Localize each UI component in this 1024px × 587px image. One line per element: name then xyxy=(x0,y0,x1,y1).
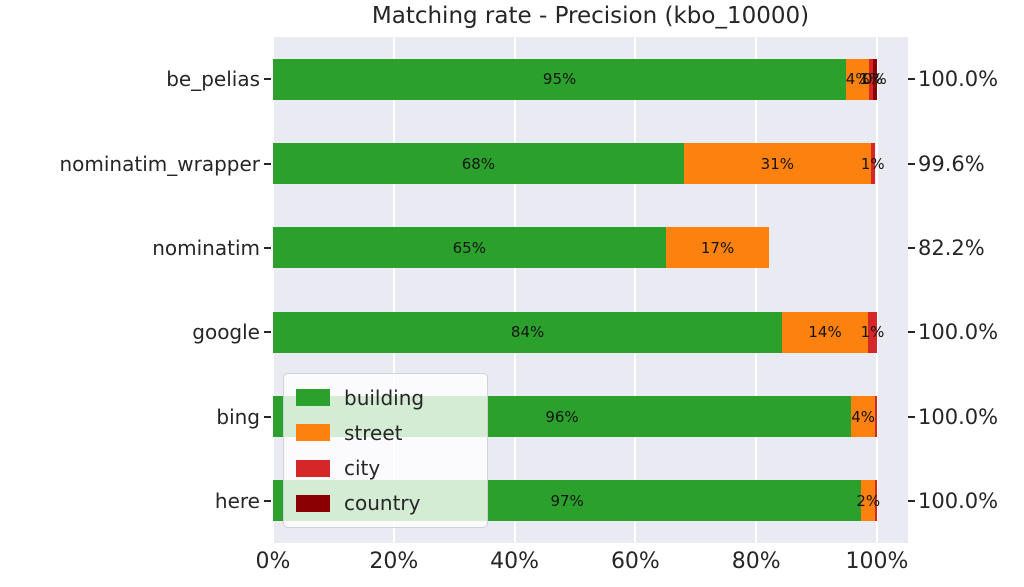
y-tick-label-nominatim_wrapper: nominatim_wrapper xyxy=(59,151,260,176)
legend-label-street: street xyxy=(344,420,403,445)
bar-segment-label-building: 84% xyxy=(510,323,545,342)
x-tick-label-40%: 40% xyxy=(490,549,540,574)
bar-row-nominatim xyxy=(273,227,770,269)
legend-entry-building: building xyxy=(296,386,475,410)
total-label-be_pelias: 100.0% xyxy=(918,67,999,92)
bar-segment-label-street: 14% xyxy=(808,323,842,342)
legend-entry-city: city xyxy=(296,456,475,480)
bar-segment-label-city: 1% xyxy=(859,70,883,89)
bar-segment-label-street: 17% xyxy=(700,238,735,257)
x-tick-label-0%: 0% xyxy=(255,549,291,574)
bar-segment-label-building: 96% xyxy=(545,407,579,426)
bar-segment-label-building: 95% xyxy=(542,70,577,89)
bar-segment-street xyxy=(861,480,876,522)
bar-segment-street xyxy=(851,396,876,437)
y-tick-mark-left xyxy=(264,415,271,418)
legend-label-building: building xyxy=(344,385,425,410)
bar-segment-street xyxy=(782,311,868,353)
bar-segment-label-city: 1% xyxy=(860,154,885,173)
bar-segment-label-street: 4% xyxy=(845,70,870,89)
bar-row-be_pelias xyxy=(273,58,877,100)
y-tick-mark-right xyxy=(908,78,915,81)
total-label-bing: 100.0% xyxy=(918,404,999,429)
bar-segment-label-country: 0% xyxy=(862,70,887,89)
y-tick-mark-left xyxy=(264,78,271,81)
bar-segment-building xyxy=(273,227,666,269)
gridline-80 xyxy=(755,37,758,543)
bar-segment-city xyxy=(867,311,877,353)
y-tick-label-bing: bing xyxy=(216,404,260,429)
y-tick-mark-left xyxy=(264,499,271,502)
y-tick-mark-left xyxy=(264,331,271,334)
total-label-nominatim: 82.2% xyxy=(918,235,985,260)
legend-swatch-building-icon xyxy=(296,389,330,407)
bar-segment-label-city: 1% xyxy=(860,323,885,342)
total-label-here: 100.0% xyxy=(918,488,999,513)
y-tick-mark-left xyxy=(264,162,271,165)
y-tick-label-google: google xyxy=(192,320,260,345)
x-tick-label-100%: 100% xyxy=(845,549,909,574)
legend-label-city: city xyxy=(344,456,381,481)
y-tick-label-be_pelias: be_pelias xyxy=(166,67,260,92)
bar-segment-label-building: 97% xyxy=(550,491,584,510)
legend-label-country: country xyxy=(344,491,421,516)
x-tick-label-20%: 20% xyxy=(369,549,419,574)
bar-segment-label-street: 31% xyxy=(760,154,794,173)
y-tick-mark-right xyxy=(908,331,915,334)
gridline-100 xyxy=(876,37,878,543)
bar-segment-country xyxy=(872,58,877,100)
legend-entry-street: street xyxy=(296,421,475,445)
bar-segment-label-building: 65% xyxy=(452,238,486,257)
bar-segment-city xyxy=(875,480,877,522)
bar-segment-street xyxy=(665,227,770,269)
bar-row-nominatim_wrapper xyxy=(273,143,875,184)
legend-swatch-country-icon xyxy=(296,494,330,512)
y-tick-mark-right xyxy=(908,415,915,418)
y-tick-label-here: here xyxy=(214,488,260,513)
y-tick-mark-right xyxy=(908,162,915,165)
bar-row-google xyxy=(273,311,877,353)
bar-segment-label-street: 2% xyxy=(856,491,881,510)
total-label-google: 100.0% xyxy=(918,320,999,345)
bar-segment-building xyxy=(273,58,847,100)
legend-swatch-city-icon xyxy=(296,459,330,477)
bar-segment-city xyxy=(875,396,877,437)
y-tick-mark-right xyxy=(908,499,915,502)
bar-segment-city xyxy=(870,143,875,184)
legend: building street city country xyxy=(283,373,488,528)
bar-segment-label-street: 4% xyxy=(851,407,875,426)
legend-swatch-street-icon xyxy=(296,424,330,442)
y-tick-mark-right xyxy=(908,246,915,249)
x-tick-label-80%: 80% xyxy=(731,549,781,574)
bar-segment-label-building: 68% xyxy=(461,154,496,173)
bar-segment-street xyxy=(683,143,871,184)
total-label-nominatim_wrapper: 99.6% xyxy=(918,151,985,176)
y-tick-mark-left xyxy=(264,246,271,249)
chart-title: Matching rate - Precision (kbo_10000) xyxy=(371,3,810,29)
bar-segment-building xyxy=(273,311,783,353)
bar-segment-city xyxy=(869,58,873,100)
y-tick-label-nominatim: nominatim xyxy=(152,235,260,260)
gridline-40 xyxy=(513,37,516,543)
gridline-20 xyxy=(392,37,395,543)
gridline-60 xyxy=(634,37,637,543)
bar-segment-building xyxy=(273,143,684,184)
bar-segment-street xyxy=(846,58,870,100)
gridline-0 xyxy=(272,37,274,543)
legend-entry-country: country xyxy=(296,491,475,515)
x-tick-label-60%: 60% xyxy=(610,549,660,574)
